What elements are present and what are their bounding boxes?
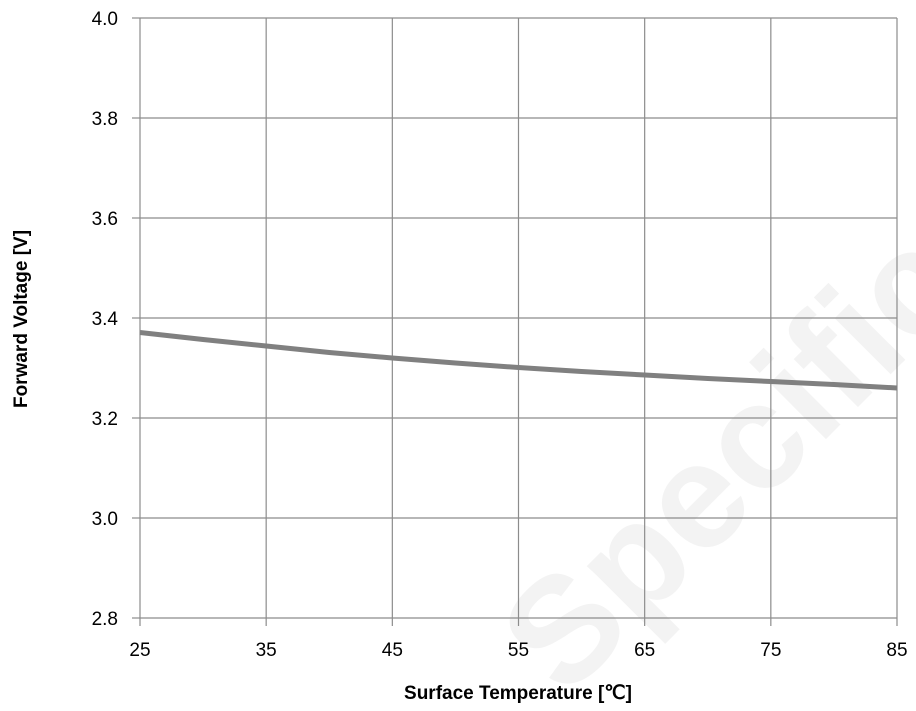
x-tick-label: 45 — [382, 640, 403, 661]
x-tick-label: 75 — [760, 640, 781, 661]
y-tick-label: 3.6 — [92, 209, 118, 230]
x-tick-label: 35 — [256, 640, 277, 661]
x-tick-label: 85 — [886, 640, 907, 661]
y-tick-label: 3.0 — [92, 509, 118, 530]
x-tick-label: 65 — [634, 640, 655, 661]
x-tick-label: 25 — [129, 640, 150, 661]
y-tick-label: 3.4 — [92, 309, 119, 330]
y-tick-label: 3.8 — [92, 109, 118, 130]
series-line — [139, 330, 898, 391]
x-tick-label: 55 — [508, 640, 529, 661]
y-tick-label: 2.8 — [92, 609, 118, 630]
y-axis-title: Forward Voltage [V] — [11, 230, 32, 408]
y-tick-labels: 2.8 3.0 3.2 3.4 3.6 3.8 4.0 — [92, 9, 119, 630]
y-tick-label: 3.2 — [92, 409, 118, 430]
series-group — [139, 330, 898, 391]
x-axis-title: Surface Temperature [℃] — [404, 683, 632, 704]
watermark: Specification — [469, 0, 916, 711]
grid — [132, 17, 898, 626]
y-tick-label: 4.0 — [92, 9, 118, 30]
x-tick-labels: 25 35 45 55 65 75 85 — [129, 640, 907, 661]
